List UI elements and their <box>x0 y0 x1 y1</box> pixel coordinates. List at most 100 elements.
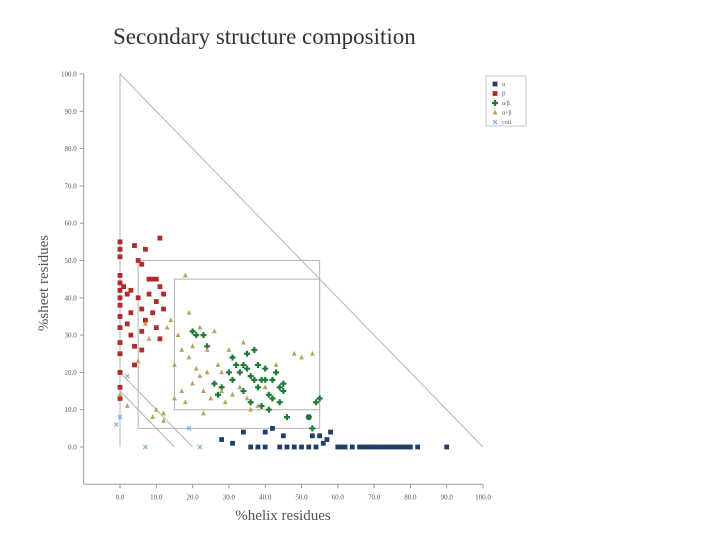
y-tick-label: 70.0 <box>64 182 77 190</box>
point-beta <box>124 321 130 327</box>
point-alpha-beta <box>244 350 251 357</box>
point-beta <box>132 343 137 349</box>
y-tick-label: 20.0 <box>64 369 77 377</box>
point-alpha-beta <box>316 395 323 402</box>
point-alpha-plus-beta <box>197 373 203 379</box>
point-alpha-plus-beta <box>291 350 297 356</box>
point-alpha <box>291 444 297 450</box>
point-beta <box>117 396 123 401</box>
point-alpha-plus-beta <box>172 395 177 401</box>
y-tick-label: 10.0 <box>64 406 77 414</box>
point-alpha-plus-beta <box>153 406 159 412</box>
point-beta <box>139 347 145 353</box>
point-coil <box>124 373 130 379</box>
point-alpha-beta <box>251 376 258 383</box>
point-alpha-plus-beta <box>150 414 156 420</box>
point-beta <box>117 254 123 260</box>
x-tick-label: 100.0 <box>475 493 491 501</box>
point-alpha-plus-beta <box>182 272 188 278</box>
legend-marker-coil <box>492 119 498 125</box>
point-alpha <box>408 444 413 450</box>
point-coil <box>186 425 192 431</box>
legend-label-beta: β <box>502 92 505 98</box>
point-alpha-plus-beta <box>146 335 152 341</box>
x-tick-label: 80.0 <box>404 493 417 501</box>
point-alpha-plus-beta <box>124 403 130 408</box>
point-beta <box>146 276 152 282</box>
point-alpha <box>360 444 366 450</box>
y-axis-label: %sheet residues <box>36 235 52 331</box>
point-beta <box>153 299 159 304</box>
point-alpha <box>382 444 388 450</box>
point-beta <box>117 351 123 357</box>
point-alpha-plus-beta <box>219 388 225 393</box>
point-beta <box>117 280 123 286</box>
point-alpha-beta <box>280 380 287 387</box>
region-box-inner <box>173 278 321 411</box>
series-alpha <box>219 414 450 450</box>
region-box-outer <box>137 260 321 429</box>
point-alpha <box>349 444 355 450</box>
point-alpha-beta <box>265 391 272 398</box>
chart-title-layer: Secondary structure composition <box>113 24 416 49</box>
point-alpha <box>270 425 275 431</box>
point-alpha <box>280 433 286 439</box>
y-tick-label: 30.0 <box>64 332 77 340</box>
point-alpha-beta <box>225 369 232 376</box>
guides-layer <box>119 73 484 448</box>
point-alpha-plus-beta <box>226 347 232 352</box>
point-beta <box>150 276 156 282</box>
point-beta <box>124 291 130 297</box>
point-alpha-plus-beta <box>161 410 166 416</box>
point-alpha <box>313 444 319 450</box>
point-alpha-plus-beta <box>164 324 170 330</box>
point-alpha-beta <box>240 361 247 368</box>
point-alpha-plus-beta <box>204 347 210 352</box>
point-alpha <box>255 444 261 450</box>
point-alpha <box>364 444 370 450</box>
point-alpha <box>230 440 235 446</box>
point-alpha-beta <box>313 399 320 406</box>
point-alpha <box>248 444 254 450</box>
point-alpha <box>415 444 421 450</box>
point-beta <box>117 370 123 375</box>
point-alpha <box>357 444 362 450</box>
x-tick-label: 40.0 <box>259 493 272 501</box>
point-alpha <box>342 444 348 450</box>
point-alpha <box>320 440 326 446</box>
point-alpha-plus-beta <box>172 362 177 367</box>
legend-label-alpha-beta: α/β <box>502 101 510 107</box>
point-alpha-plus-beta <box>193 365 199 371</box>
point-alpha-plus-beta <box>222 399 228 405</box>
point-alpha-beta <box>240 388 247 395</box>
point-alpha-beta <box>247 373 254 380</box>
point-beta <box>146 291 152 297</box>
point-alpha-beta <box>229 376 236 383</box>
y-tick-label: 90.0 <box>64 108 77 116</box>
point-alpha-beta <box>229 354 236 361</box>
point-alpha-plus-beta <box>219 369 225 375</box>
legend-marker-alpha-beta <box>492 100 498 106</box>
point-alpha-plus-beta <box>237 384 243 390</box>
point-beta <box>161 291 166 297</box>
point-alpha <box>371 444 377 450</box>
point-alpha <box>444 444 450 450</box>
point-alpha-plus-beta <box>190 343 195 349</box>
y-tick-label: 100.0 <box>61 71 77 79</box>
point-alpha-beta <box>247 399 254 406</box>
point-alpha <box>386 444 392 450</box>
point-alpha-plus-beta <box>244 395 250 401</box>
x-tick-label: 60.0 <box>332 493 345 501</box>
point-alpha-plus-beta <box>161 417 166 423</box>
x-tick-label: 10.0 <box>150 493 163 501</box>
point-alpha <box>262 444 268 450</box>
x-tick-label: 90.0 <box>441 493 454 501</box>
point-alpha-plus-beta <box>230 391 235 397</box>
point-alpha-plus-beta <box>135 358 141 364</box>
point-alpha-plus-beta <box>182 399 188 405</box>
point-alpha-plus-beta <box>175 332 181 337</box>
point-beta <box>139 328 145 334</box>
point-alpha-beta <box>233 361 240 368</box>
point-beta <box>139 306 145 312</box>
point-alpha <box>284 444 290 450</box>
